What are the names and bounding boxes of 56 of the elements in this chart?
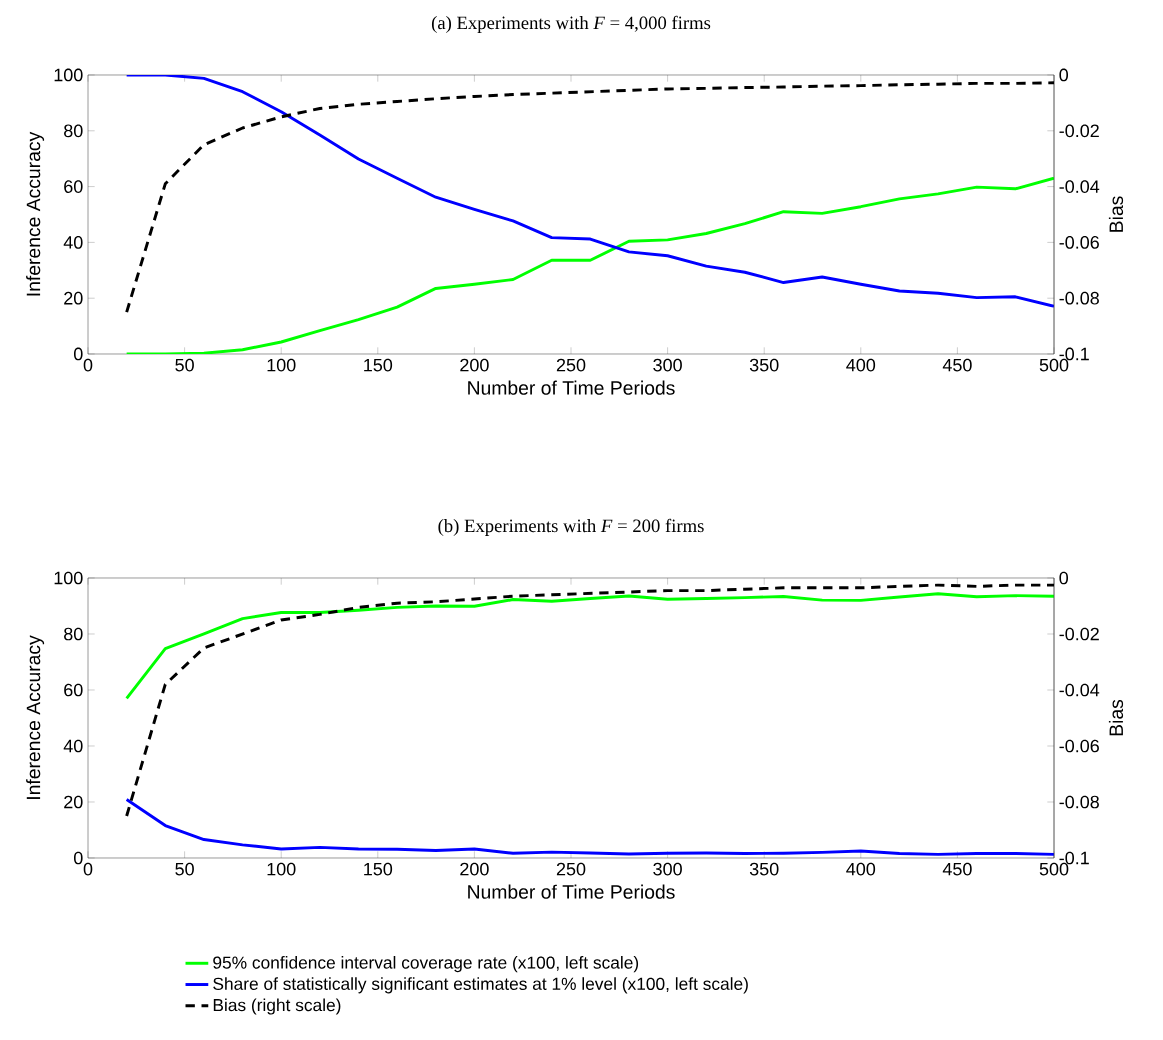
y-tick-label: 40 (63, 739, 83, 753)
y-tick-label: 100 (54, 68, 83, 82)
y-tick-label: 20 (64, 291, 83, 305)
y-tick-label: 0 (73, 347, 83, 361)
y-axis-title: Inference Accuracy (26, 635, 45, 799)
legend-label: 95% confidence interval coverage rate (x100, left scale) (213, 955, 639, 973)
chart-title: (b) Experiments with F = 200 firms (438, 518, 704, 536)
y-tick-label: 80 (64, 627, 83, 641)
y-tick-label: 60 (64, 180, 83, 193)
x-tick-label: 0 (83, 862, 93, 876)
x-tick-label: 300 (653, 862, 682, 876)
x-tick-label: 400 (846, 358, 876, 372)
y2-tick-label: 0 (1059, 68, 1069, 82)
y2-tick-label: -0.02 (1059, 124, 1099, 138)
x-tick-label: 300 (653, 358, 682, 372)
line-series (125, 798, 1054, 856)
x-tick-label: 250 (556, 862, 586, 876)
x-tick-label: 200 (460, 358, 489, 372)
y2-tick-label: -0.06 (1059, 236, 1099, 249)
y2-axis-title: Bias (1108, 196, 1124, 232)
x-tick-label: 0 (83, 358, 93, 372)
x-axis-title: Number of Time Periods (468, 380, 675, 395)
x-tick-label: 200 (460, 862, 489, 876)
x-tick-label: 50 (175, 358, 194, 372)
y-axis-title: Inference Accuracy (26, 131, 45, 296)
x-tick-label: 100 (267, 862, 296, 876)
legend-label: Bias (right scale) (213, 998, 341, 1015)
x-tick-label: 350 (749, 358, 779, 372)
line-series (125, 176, 1054, 354)
x-tick-label: 150 (364, 862, 393, 876)
y2-tick-label: -0.02 (1059, 627, 1099, 641)
x-tick-label: 250 (556, 358, 586, 372)
y-tick-label: 60 (64, 683, 83, 697)
y-tick-label: 20 (64, 795, 83, 809)
x-tick-label: 100 (267, 358, 296, 372)
y2-tick-label: -0.04 (1059, 683, 1100, 697)
y2-tick-label: -0.08 (1059, 795, 1099, 809)
chart-title: (a) Experiments with F = 4,000 firms (431, 15, 711, 33)
y2-tick-label: -0.08 (1059, 291, 1099, 305)
legend-label: Share of statistically significant estimates at 1% level (x100, left scale) (213, 977, 748, 994)
y-tick-label: 80 (64, 124, 83, 138)
y-tick-label: 40 (63, 236, 83, 249)
x-tick-label: 50 (175, 862, 194, 876)
y2-axis-title: Bias (1108, 699, 1124, 736)
line-series (125, 592, 1054, 700)
y2-tick-label: 0 (1059, 571, 1069, 585)
x-tick-label: 450 (942, 862, 972, 876)
y2-tick-label: -0.04 (1059, 180, 1100, 193)
y-tick-label: 0 (73, 851, 83, 865)
x-axis-title: Number of Time Periods (468, 884, 675, 899)
x-tick-label: 450 (942, 358, 972, 372)
x-tick-label: 350 (749, 862, 779, 876)
y2-tick-label: -0.06 (1059, 739, 1099, 753)
y-tick-label: 100 (54, 571, 83, 585)
x-tick-label: 400 (846, 862, 876, 876)
x-tick-label: 150 (364, 358, 393, 372)
